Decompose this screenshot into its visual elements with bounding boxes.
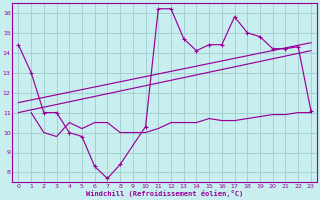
X-axis label: Windchill (Refroidissement éolien,°C): Windchill (Refroidissement éolien,°C) [86,190,243,197]
